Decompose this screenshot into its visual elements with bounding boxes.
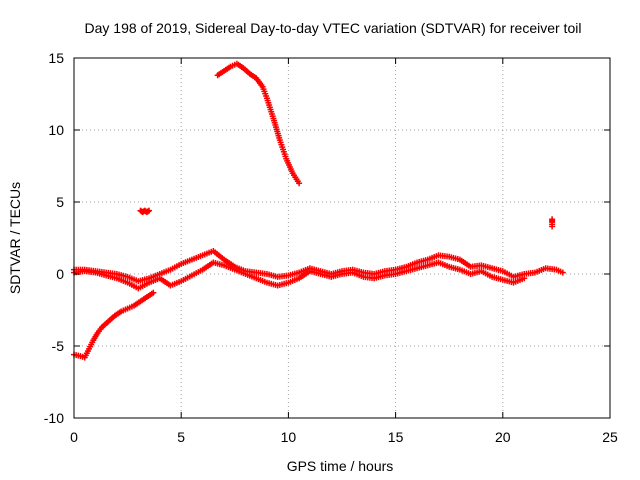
- data-point: [270, 115, 283, 141]
- data-point: [150, 289, 157, 296]
- data-point: [178, 273, 193, 285]
- data-point: [240, 65, 252, 76]
- data-point: [86, 339, 96, 352]
- plot-frame: [73, 57, 611, 419]
- data-point: [92, 269, 108, 278]
- data-point: [296, 269, 312, 282]
- data-point: [263, 271, 279, 280]
- series-isolated-cluster-a: [137, 207, 153, 216]
- y-tick-label: 10: [48, 122, 64, 138]
- x-tick-label: 15: [388, 429, 404, 445]
- data-point: [285, 276, 300, 286]
- data-point: [296, 180, 303, 187]
- chart-title: Day 198 of 2019, Sidereal Day-to-day VTE…: [85, 20, 582, 36]
- data-point: [137, 295, 149, 305]
- data-point: [414, 262, 429, 272]
- data-point: [553, 266, 564, 275]
- data-point: [214, 69, 226, 79]
- x-tick-label: 10: [281, 429, 297, 445]
- data-point: [435, 259, 451, 269]
- x-tick-label: 0: [70, 429, 78, 445]
- data-point: [146, 276, 161, 286]
- data-point: [90, 331, 100, 344]
- data-point: [199, 260, 215, 273]
- data-point: [521, 275, 528, 282]
- x-tick-label: 20: [495, 429, 511, 445]
- data-point: [246, 70, 258, 81]
- data-point: [178, 257, 193, 267]
- data-point: [188, 267, 204, 279]
- y-tick-label: -5: [52, 338, 65, 354]
- y-tick-label: 0: [56, 266, 64, 282]
- data-point: [199, 248, 215, 259]
- series-isolated-cluster-b: [549, 216, 556, 230]
- axis-ticks: 0 5 10 15 20 25 -10 -5 0 5 10 15: [44, 50, 618, 445]
- data-point: [188, 253, 204, 263]
- data-point: [531, 266, 547, 276]
- data-point: [276, 137, 289, 160]
- data-point: [499, 268, 515, 279]
- data-point: [242, 271, 258, 281]
- data-point: [424, 253, 440, 263]
- data-point: [231, 266, 247, 277]
- data-point: [131, 299, 142, 309]
- data-point: [113, 275, 129, 285]
- data-point: [521, 269, 536, 277]
- series-baseline-lower: [71, 259, 528, 292]
- data-point: [156, 275, 172, 288]
- x-tick-label: 25: [602, 429, 618, 445]
- y-tick-label: -10: [44, 410, 64, 426]
- data-point: [456, 256, 472, 269]
- data-point: [156, 267, 172, 277]
- series-recovery-arc: [71, 289, 157, 361]
- x-tick-label: 5: [177, 429, 185, 445]
- data-point: [559, 269, 566, 276]
- data-point: [124, 279, 140, 291]
- y-tick-label: 15: [48, 50, 64, 66]
- data-points: [71, 60, 566, 361]
- data-point: [135, 280, 150, 292]
- series-high-arc: [214, 60, 303, 187]
- data-point: [403, 260, 418, 270]
- data-point: [146, 207, 153, 214]
- y-tick-label: 5: [56, 194, 64, 210]
- data-point: [360, 273, 376, 282]
- data-point: [549, 216, 556, 223]
- y-axis-label: SDTVAR / TECUs: [7, 182, 23, 294]
- x-axis-label: GPS time / hours: [287, 458, 394, 474]
- data-point: [221, 64, 232, 74]
- data-point: [233, 60, 245, 70]
- data-point: [167, 279, 183, 289]
- data-point: [259, 83, 270, 100]
- data-point: [253, 75, 265, 89]
- data-point: [424, 260, 440, 269]
